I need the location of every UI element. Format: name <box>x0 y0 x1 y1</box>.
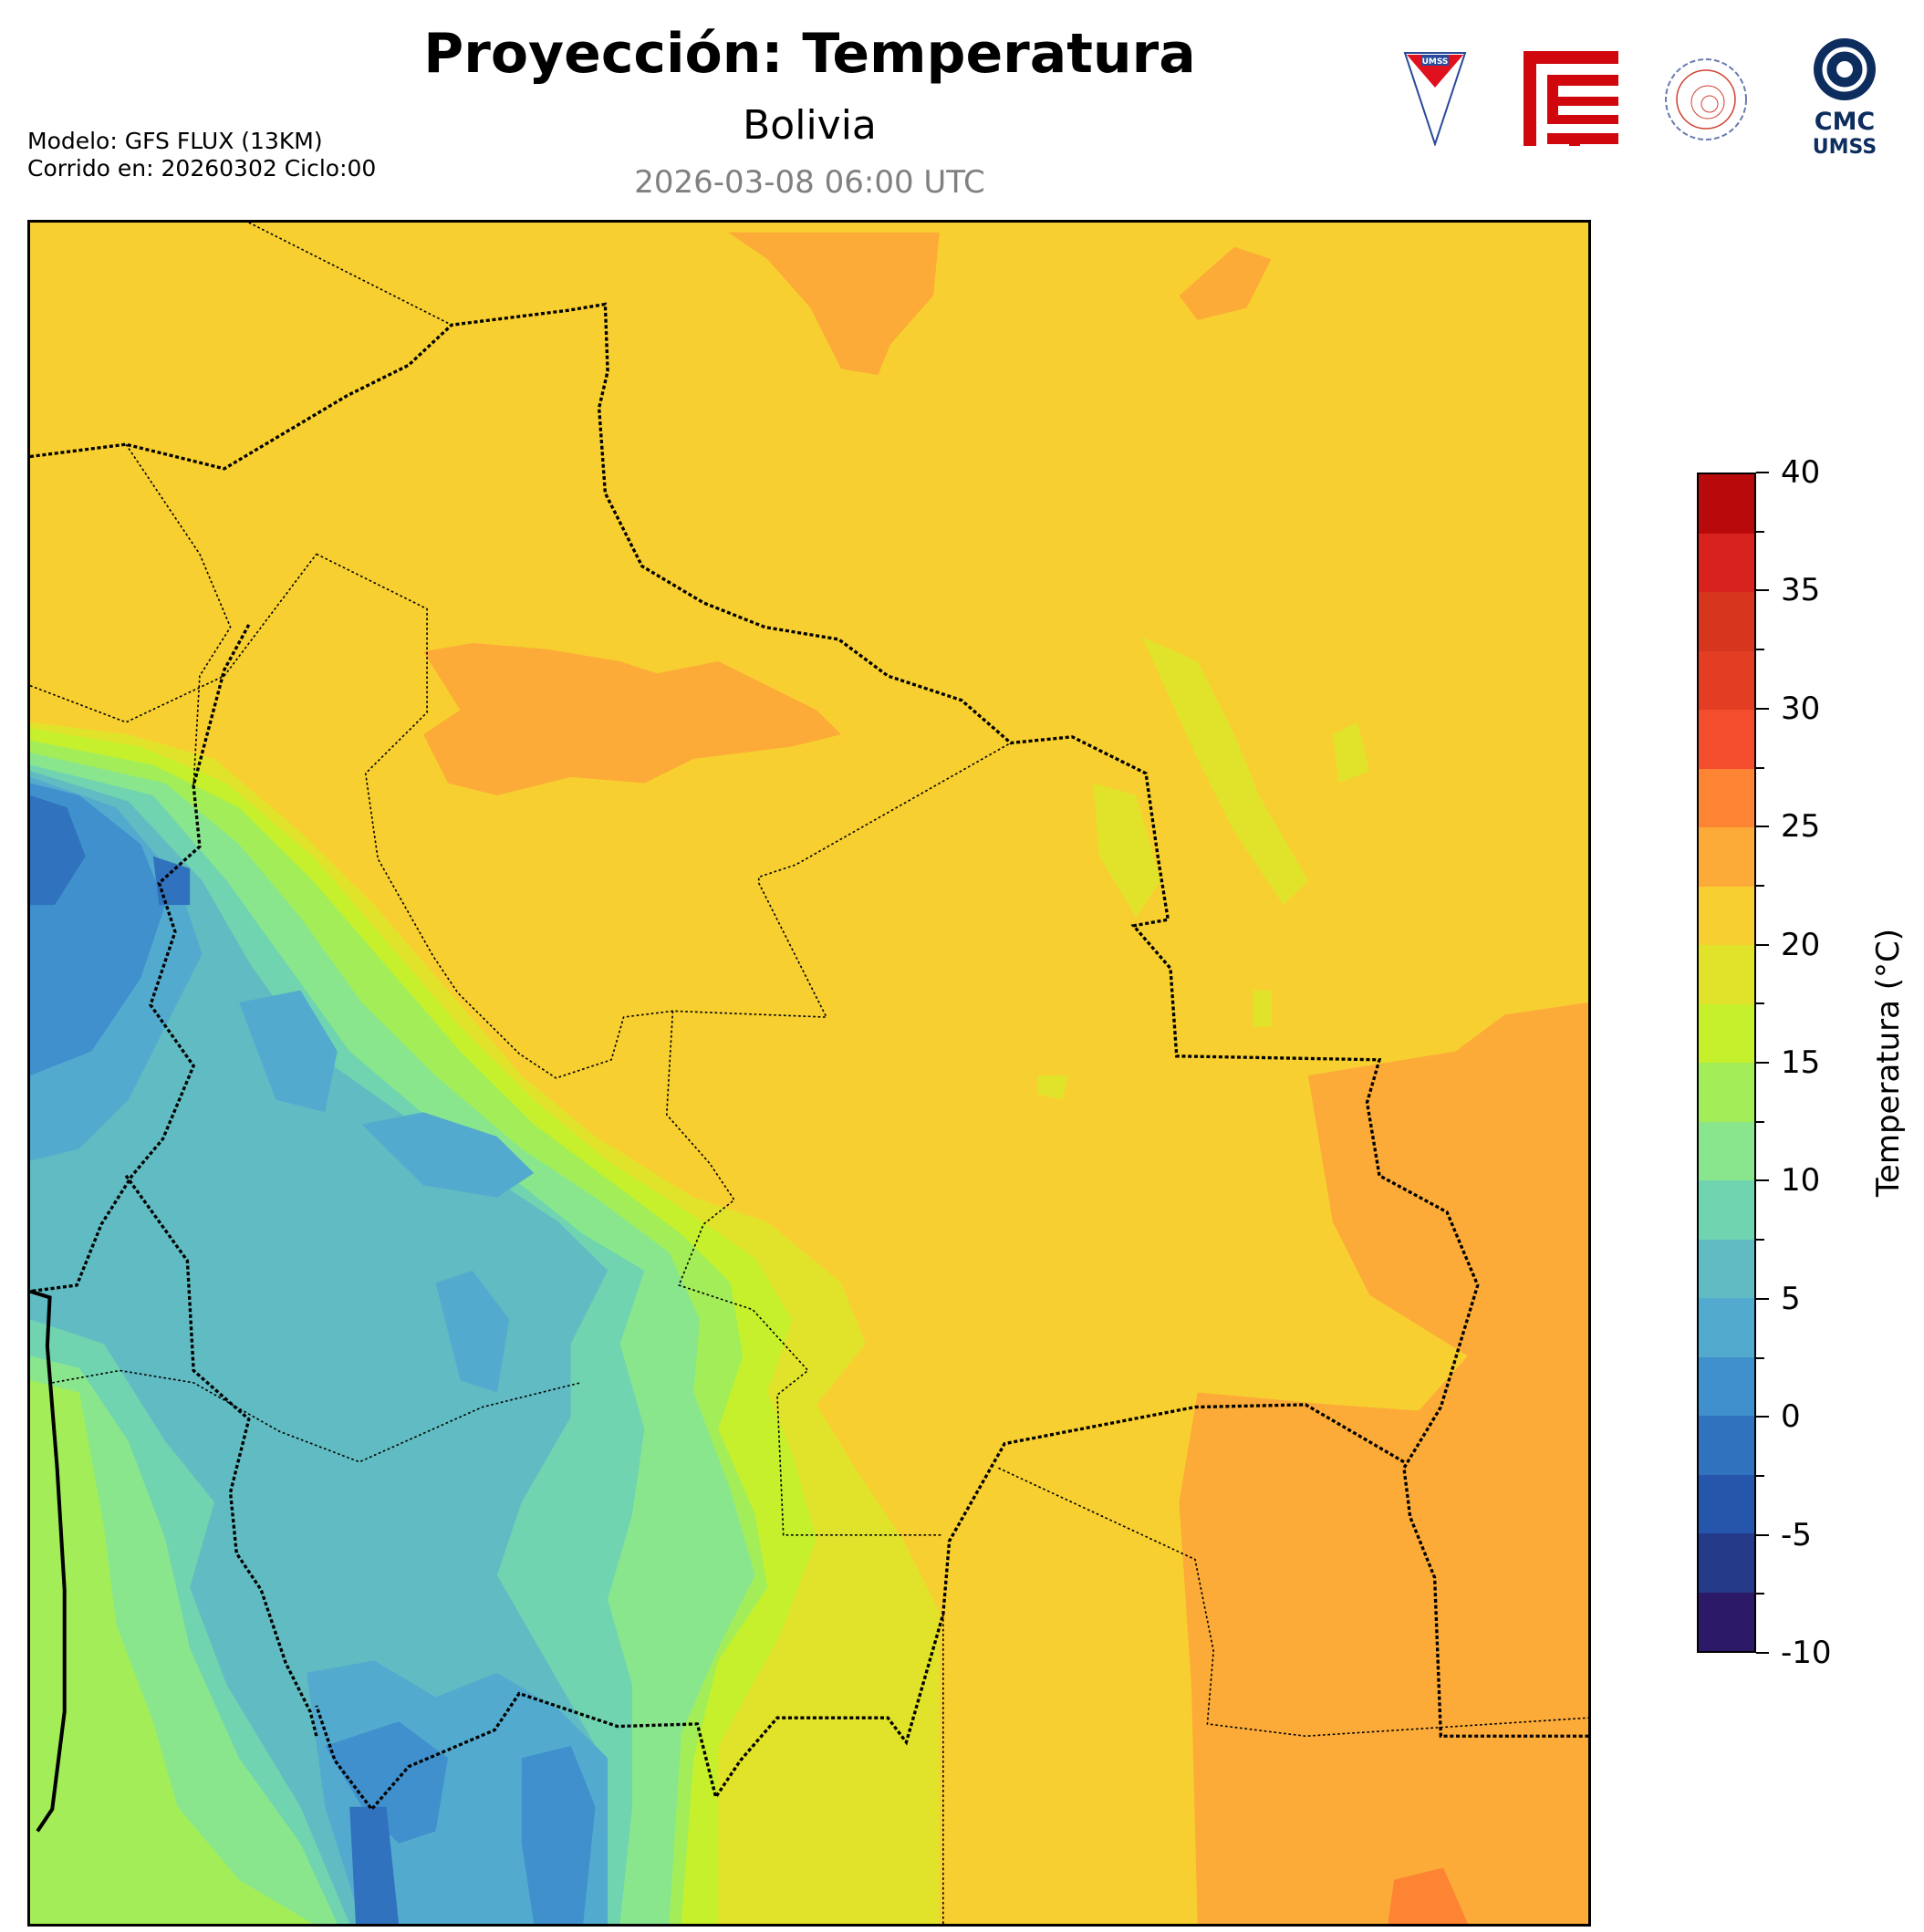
colorbar-tick <box>1756 1652 1769 1654</box>
colorbar-tick <box>1756 1356 1764 1359</box>
colorbar-segment <box>1699 827 1754 887</box>
colorbar-tick <box>1756 707 1769 710</box>
temperature-map <box>27 220 1591 1927</box>
colorbar-segment <box>1699 1298 1754 1357</box>
colorbar-tick <box>1756 1120 1764 1123</box>
warm-patches-25-27.5 <box>1388 1867 1468 1924</box>
colorbar-segment <box>1699 474 1754 534</box>
umss-shield-logo: UMSS <box>1403 52 1467 146</box>
colorbar-tick-label: 25 <box>1781 808 1821 846</box>
run-line: Corrido en: 20260302 Ciclo:00 <box>27 155 377 182</box>
coastline <box>30 1289 67 1833</box>
colorbar-tick <box>1756 1416 1769 1418</box>
colorbar-tick <box>1756 766 1764 769</box>
colorbar-segment <box>1699 1533 1754 1593</box>
country-borders <box>30 223 1588 1924</box>
border-north-east <box>30 302 1588 1738</box>
colorbar-tick <box>1756 826 1769 828</box>
colorbar-tick <box>1756 1179 1769 1182</box>
colorbar-segment <box>1699 1003 1754 1063</box>
svg-text:UMSS: UMSS <box>1813 136 1877 157</box>
colorbar-segment <box>1699 1592 1754 1651</box>
cmc-umss-logo: CMC UMSS <box>1813 38 1877 157</box>
colorbar-tick <box>1756 884 1764 887</box>
colorbar-tick-label: 30 <box>1781 690 1821 727</box>
colorbar-segment <box>1699 1063 1754 1122</box>
temperature-field <box>30 223 1588 1924</box>
chart-title: Proyección: Temperatura <box>423 22 1196 86</box>
colorbar-tick <box>1756 1533 1769 1536</box>
colorbar-segment <box>1699 1474 1754 1533</box>
field-5-7.5 <box>30 771 608 1924</box>
warm-patches-22.5-25 <box>423 232 1588 1924</box>
colorbar-segment <box>1699 592 1754 651</box>
colorbar-segment <box>1699 710 1754 769</box>
colorbar-segment <box>1699 1121 1754 1180</box>
chart-subtitle: Bolivia <box>743 102 877 149</box>
colorbar-tick <box>1756 1474 1764 1477</box>
colorbar-segment <box>1699 1239 1754 1298</box>
valid-time: 2026-03-08 06:00 UTC <box>634 164 985 201</box>
colorbar-tick-label: 10 <box>1781 1162 1821 1200</box>
colorbar <box>1697 473 1756 1653</box>
colorbar-tick-label: 15 <box>1781 1044 1821 1081</box>
colorbar-tick-label: 35 <box>1781 572 1821 609</box>
colorbar-tick <box>1756 649 1764 651</box>
colorbar-tick <box>1756 1002 1764 1005</box>
colorbar-segment <box>1699 945 1754 1004</box>
colorbar-tick <box>1756 589 1769 592</box>
fcyt-logo <box>1524 51 1618 146</box>
model-info: Modelo: GFS FLUX (13KM) Corrido en: 2026… <box>27 128 376 182</box>
field-17.5-20-east <box>1037 637 1370 1100</box>
colorbar-label: Temperatura (°C) <box>1870 928 1907 1198</box>
colorbar-segment <box>1699 650 1754 710</box>
colorbar-tick <box>1756 472 1769 473</box>
internal-borders <box>30 223 1588 1924</box>
svg-text:CMC: CMC <box>1815 108 1876 136</box>
colorbar-segment <box>1699 768 1754 827</box>
colorbar-segment <box>1699 533 1754 592</box>
colorbar-tick-label: -5 <box>1781 1516 1812 1553</box>
colorbar-tick-label: 20 <box>1781 926 1821 963</box>
colorbar-segment <box>1699 1180 1754 1240</box>
colorbar-segment <box>1699 1416 1754 1475</box>
border-west-upper <box>30 624 251 1293</box>
colorbar-segment <box>1699 1356 1754 1416</box>
field-0-2.5 <box>30 783 596 1924</box>
colorbar-tick-label: 0 <box>1781 1398 1801 1436</box>
colorbar-tick-label: 40 <box>1781 454 1821 491</box>
border-south <box>315 1403 1405 1813</box>
svg-text:UMSS: UMSS <box>1422 57 1449 67</box>
colorbar-tick <box>1756 530 1764 533</box>
model-line: Modelo: GFS FLUX (13KM) <box>27 128 323 154</box>
colorbar-tick <box>1756 1297 1769 1300</box>
field-minus2.5-0 <box>30 795 400 1924</box>
border-west-lower <box>124 1174 318 1737</box>
colorbar-tick <box>1756 1593 1764 1595</box>
colorbar-segment <box>1699 886 1754 945</box>
colorbar-tick <box>1756 1062 1769 1064</box>
departamento-fisica-seal <box>1665 58 1747 140</box>
colorbar-tick <box>1756 1239 1764 1241</box>
colorbar-tick-label: -10 <box>1781 1635 1832 1671</box>
colorbar-tick-label: 5 <box>1781 1280 1801 1317</box>
colorbar-tick <box>1756 943 1769 946</box>
